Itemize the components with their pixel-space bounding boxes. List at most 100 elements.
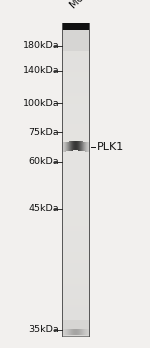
Bar: [62, 93, 89, 96]
Text: 60kDa: 60kDa: [29, 157, 59, 166]
Bar: [62, 292, 89, 294]
Bar: [62, 187, 89, 190]
Bar: [62, 213, 89, 216]
Bar: [62, 174, 89, 177]
Bar: [62, 96, 89, 98]
Text: 35kDa: 35kDa: [28, 325, 59, 334]
Bar: [62, 244, 89, 247]
Bar: [62, 90, 89, 93]
Bar: [62, 226, 89, 229]
Bar: [62, 28, 89, 31]
Bar: [62, 156, 89, 158]
Bar: [62, 252, 89, 255]
Bar: [62, 247, 89, 250]
Bar: [62, 59, 89, 62]
Bar: [62, 143, 89, 145]
Bar: [62, 333, 89, 336]
Bar: [62, 250, 89, 252]
Bar: [62, 328, 89, 331]
Bar: [62, 57, 89, 59]
Bar: [62, 70, 89, 72]
Bar: [62, 64, 89, 67]
Bar: [62, 98, 89, 101]
Bar: [62, 54, 89, 56]
Bar: [62, 179, 89, 182]
Bar: [62, 200, 89, 203]
Bar: [62, 271, 89, 273]
Bar: [62, 38, 89, 41]
Bar: [62, 119, 89, 122]
Bar: [62, 72, 89, 75]
Bar: [62, 137, 89, 140]
Bar: [62, 171, 89, 174]
Bar: [62, 23, 89, 25]
Bar: [62, 25, 89, 28]
Bar: [62, 67, 89, 70]
Bar: [62, 284, 89, 286]
Bar: [62, 315, 89, 317]
Bar: [62, 75, 89, 78]
Bar: [62, 33, 89, 35]
Bar: [62, 44, 89, 46]
Text: 100kDa: 100kDa: [23, 99, 59, 108]
Bar: [62, 278, 89, 281]
Text: PLK1: PLK1: [97, 142, 124, 152]
Text: 75kDa: 75kDa: [29, 128, 59, 137]
Bar: [62, 208, 89, 211]
Bar: [62, 135, 89, 137]
Bar: [62, 268, 89, 271]
Bar: [62, 216, 89, 219]
Bar: [62, 320, 89, 323]
Bar: [62, 323, 89, 325]
Bar: [62, 276, 89, 278]
Bar: [62, 234, 89, 237]
Bar: [62, 229, 89, 231]
Bar: [62, 221, 89, 223]
Bar: [62, 255, 89, 258]
Bar: [62, 299, 89, 302]
Bar: [62, 205, 89, 208]
Bar: [62, 296, 89, 299]
Bar: [62, 148, 89, 150]
Bar: [62, 304, 89, 307]
Bar: [62, 177, 89, 179]
Bar: [62, 231, 89, 234]
Bar: [62, 169, 89, 171]
Bar: [62, 49, 89, 51]
Bar: [62, 219, 89, 221]
Bar: [62, 313, 89, 315]
Bar: [62, 101, 89, 103]
Bar: [62, 211, 89, 213]
Bar: [62, 80, 89, 82]
Bar: [62, 239, 89, 242]
Bar: [62, 117, 89, 119]
Bar: [62, 302, 89, 304]
Bar: [62, 289, 89, 292]
Bar: [62, 23, 89, 30]
Bar: [62, 106, 89, 109]
Bar: [62, 281, 89, 284]
Bar: [62, 310, 89, 313]
Bar: [62, 153, 89, 156]
Bar: [62, 258, 89, 260]
Bar: [62, 111, 89, 114]
Bar: [62, 109, 89, 111]
Bar: [62, 242, 89, 244]
Bar: [62, 237, 89, 239]
Bar: [62, 203, 89, 205]
Bar: [62, 129, 89, 132]
Bar: [62, 46, 89, 49]
Bar: [62, 223, 89, 226]
Text: Mouse testis: Mouse testis: [69, 0, 120, 10]
Bar: [62, 88, 89, 90]
Bar: [62, 265, 89, 268]
Bar: [62, 125, 89, 127]
Bar: [62, 140, 89, 143]
Bar: [62, 52, 89, 54]
Bar: [62, 36, 89, 38]
Bar: [62, 184, 89, 187]
Bar: [62, 317, 89, 320]
Bar: [62, 78, 89, 80]
Bar: [62, 182, 89, 184]
Bar: [62, 62, 89, 64]
